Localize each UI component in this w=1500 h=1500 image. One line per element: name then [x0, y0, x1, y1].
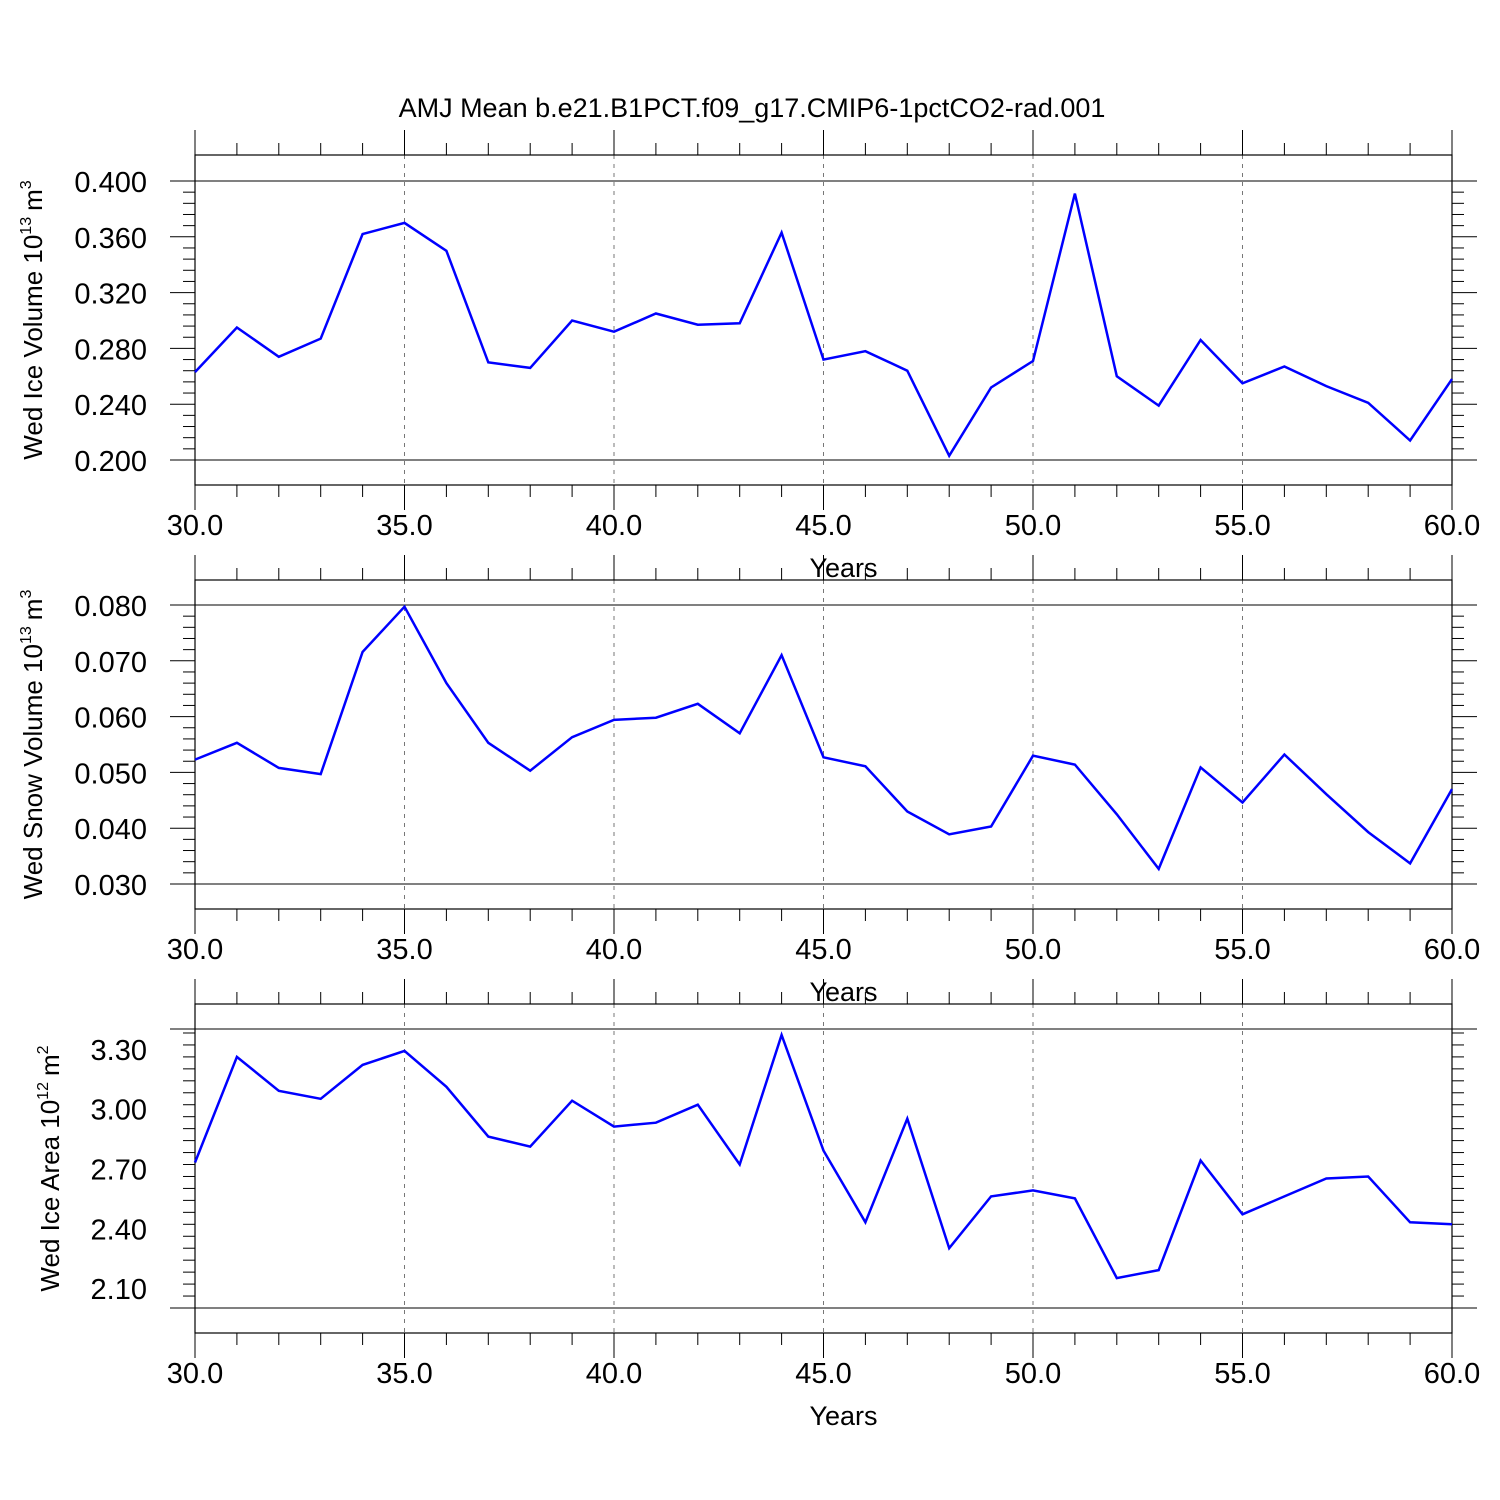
x-tick-label: 35.0	[376, 1358, 432, 1390]
y-axis-label-exponent: 12	[35, 1082, 52, 1100]
y-axis-label-unit: m	[35, 1054, 65, 1076]
x-axis-label: Years	[809, 977, 877, 1007]
y-axis-label-unit-exponent: 2	[35, 1045, 52, 1054]
y-axis-label: Wed Ice Volume 1013 m3	[18, 180, 48, 459]
y-axis-label: Wed Snow Volume 1013 m3	[18, 590, 48, 900]
x-tick-label: 40.0	[586, 510, 642, 542]
y-tick-label: 0.060	[74, 703, 147, 735]
x-tick-label: 30.0	[167, 510, 223, 542]
x-axis-label: Years	[809, 553, 877, 583]
x-tick-label: 35.0	[376, 510, 432, 542]
y-tick-label: 0.240	[74, 390, 147, 422]
x-tick-label: 30.0	[167, 934, 223, 966]
y-tick-label: 0.200	[74, 446, 147, 478]
y-tick-label: 0.030	[74, 870, 147, 902]
panel-3: 2.10 2.40 2.70 3.00 3.30 30.0 35.0 40.0 45.0 50.0…	[35, 979, 1480, 1431]
y-axis-label-unit-exponent: 3	[18, 590, 35, 599]
chart-title: AMJ Mean b.e21.B1PCT.f09_g17.CMIP6-1pctC…	[399, 93, 1106, 123]
y-tick-label: 0.280	[74, 334, 147, 366]
series-line	[193, 1031, 1453, 1280]
y-tick-label: 3.00	[91, 1095, 147, 1127]
y-axis-label-text: Wed Ice Volume 10	[18, 235, 48, 460]
y-tick-label: 0.050	[74, 758, 147, 790]
y-axis-label-unit-exponent: 3	[18, 180, 35, 189]
y-tick-label: 2.70	[91, 1155, 147, 1187]
y-axis-label-exponent: 13	[18, 217, 35, 235]
y-axis-label-unit: m	[18, 599, 48, 621]
y-tick-label: 0.080	[74, 591, 147, 623]
x-tick-label: 30.0	[167, 1358, 223, 1390]
y-tick-label: 0.070	[74, 647, 147, 679]
x-tick-label: 50.0	[1005, 1358, 1061, 1390]
x-tick-label: 50.0	[1005, 510, 1061, 542]
x-tick-label: 45.0	[795, 510, 851, 542]
y-tick-label: 2.10	[91, 1274, 147, 1306]
y-axis-label-text: Wed Snow Volume 10	[18, 644, 48, 899]
x-tick-label: 40.0	[586, 1358, 642, 1390]
x-tick-label: 45.0	[795, 1358, 851, 1390]
y-tick-label: 0.320	[74, 279, 147, 311]
panel-1: 0.200 0.240 0.280 0.320 0.360 0.400 30.0 35.0 40…	[18, 130, 1480, 583]
y-axis-label-exponent: 13	[18, 626, 35, 644]
y-axis-label-text: Wed Ice Area 10	[35, 1100, 65, 1292]
x-tick-label: 55.0	[1214, 934, 1270, 966]
y-tick-label: 3.30	[91, 1035, 147, 1067]
y-tick-label: 0.040	[74, 814, 147, 846]
x-tick-label: 50.0	[1005, 934, 1061, 966]
x-axis-label: Years	[809, 1401, 877, 1431]
x-tick-label: 40.0	[586, 934, 642, 966]
x-tick-label: 35.0	[376, 934, 432, 966]
y-tick-label: 0.400	[74, 167, 147, 199]
y-tick-label: 2.40	[91, 1214, 147, 1246]
series-line	[194, 604, 1454, 872]
y-tick-label: 0.360	[74, 223, 147, 255]
x-tick-label: 55.0	[1214, 1358, 1270, 1390]
x-tick-label: 60.0	[1424, 934, 1480, 966]
x-tick-label: 60.0	[1424, 1358, 1480, 1390]
series-line	[194, 193, 1454, 459]
y-axis-label: Wed Ice Area 1012 m2	[35, 1045, 65, 1291]
y-axis-label-unit: m	[18, 189, 48, 211]
panel-2: 0.030 0.040 0.050 0.060 0.070 0.080 30.0 35.0 40…	[18, 555, 1480, 1007]
x-tick-label: 60.0	[1424, 510, 1480, 542]
x-tick-label: 45.0	[795, 934, 851, 966]
x-tick-label: 55.0	[1214, 510, 1270, 542]
